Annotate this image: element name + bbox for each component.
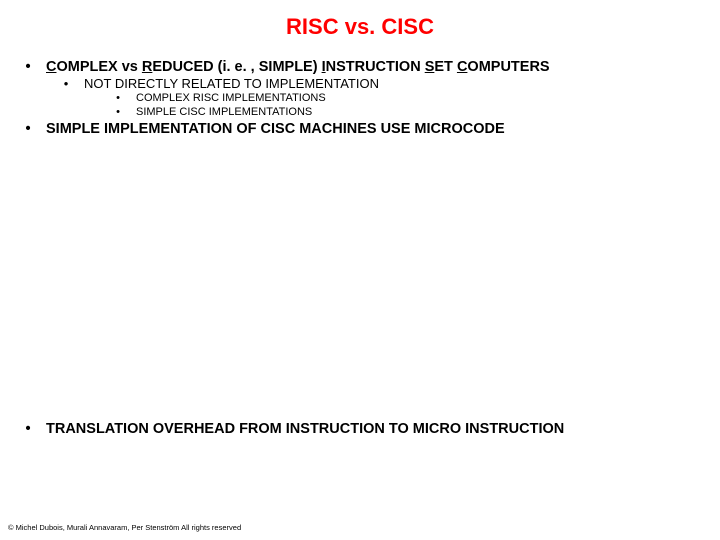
bullet-item-lvl2: • SIMPLE CISC IMPLEMENTATIONS <box>114 106 700 120</box>
copyright-footer: © Michel Dubois, Murali Annavaram, Per S… <box>8 523 241 532</box>
bullet-item-lvl0: • COMPLEX vs REDUCED (i. e. , SIMPLE) INS… <box>24 58 700 76</box>
bullet-item-lvl0: • SIMPLE IMPLEMENTATION OF CISC MACHINES … <box>24 120 700 138</box>
bullet-glyph: • <box>24 120 32 138</box>
bullet-glyph: • <box>24 58 32 76</box>
slide-content: •COMPLEX vs REDUCED (i. e. , SIMPLE) INS… <box>0 58 720 438</box>
bullet-text: COMPLEX vs REDUCED (i. e. , SIMPLE) INST… <box>46 58 550 76</box>
bullet-glyph: • <box>114 92 122 106</box>
bullet-item-lvl1: • NOT DIRECTLY RELATED TO IMPLEMENTATION <box>62 76 700 92</box>
bullet-text: SIMPLE IMPLEMENTATION OF CISC MACHINES U… <box>46 120 505 138</box>
bullet-text: NOT DIRECTLY RELATED TO IMPLEMENTATION <box>84 76 379 92</box>
bullet-text: TRANSLATION OVERHEAD FROM INSTRUCTION TO… <box>46 420 564 438</box>
bullet-glyph: • <box>24 420 32 438</box>
bullet-text: SIMPLE CISC IMPLEMENTATIONS <box>136 106 312 120</box>
slide-title: RISC vs. CISC <box>0 0 720 58</box>
bullet-item-lvl0: • TRANSLATION OVERHEAD FROM INSTRUCTION T… <box>24 420 700 438</box>
bullet-glyph: • <box>62 76 70 92</box>
bullet-text: COMPLEX RISC IMPLEMENTATIONS <box>136 92 326 106</box>
bullet-item-lvl2: • COMPLEX RISC IMPLEMENTATIONS <box>114 92 700 106</box>
bullet-glyph: • <box>114 106 122 120</box>
